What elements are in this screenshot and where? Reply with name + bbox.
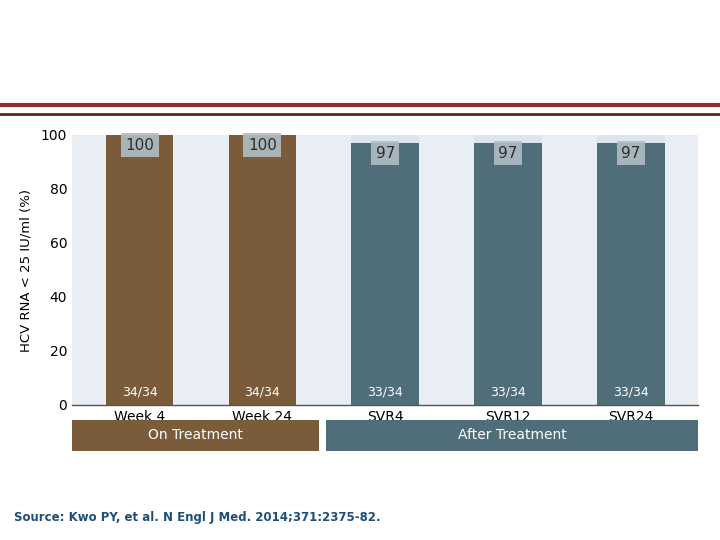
Text: 100: 100 [125, 138, 154, 153]
Text: 33/34: 33/34 [490, 385, 526, 399]
Text: 33/34: 33/34 [367, 385, 403, 399]
Bar [597, 135, 665, 405]
Bar [106, 135, 174, 405]
Bar [229, 135, 296, 405]
Text: 97: 97 [376, 146, 395, 161]
Text: Source: Kwo PY, et al. N Engl J Med. 2014;371:2375-82.: Source: Kwo PY, et al. N Engl J Med. 201… [14, 511, 381, 524]
Text: 33/34: 33/34 [613, 385, 649, 399]
Bar [229, 135, 296, 405]
Text: 100: 100 [248, 138, 276, 153]
Y-axis label: HCV RNA < 25 IU/ml (%): HCV RNA < 25 IU/ml (%) [19, 188, 32, 352]
Bar [474, 143, 542, 405]
Text: 34/34: 34/34 [245, 385, 280, 399]
Bar [351, 135, 419, 405]
Text: On Treatment: On Treatment [148, 428, 243, 442]
Text: 97: 97 [498, 146, 518, 161]
Bar [597, 143, 665, 405]
Bar [351, 143, 419, 405]
Text: After Treatment: After Treatment [458, 428, 567, 442]
Bar [72, 420, 320, 451]
Text: 3D + RBV in Liver Transplant Recipients with Recurrent HCV GT1: 3D + RBV in Liver Transplant Recipients … [14, 24, 621, 43]
Bar [325, 420, 698, 451]
Text: CORAL-I Trial: Results: CORAL-I Trial: Results [14, 62, 215, 81]
Bar [474, 135, 542, 405]
Bar [106, 135, 174, 405]
Text: 34/34: 34/34 [122, 385, 158, 399]
Text: 97: 97 [621, 146, 641, 161]
